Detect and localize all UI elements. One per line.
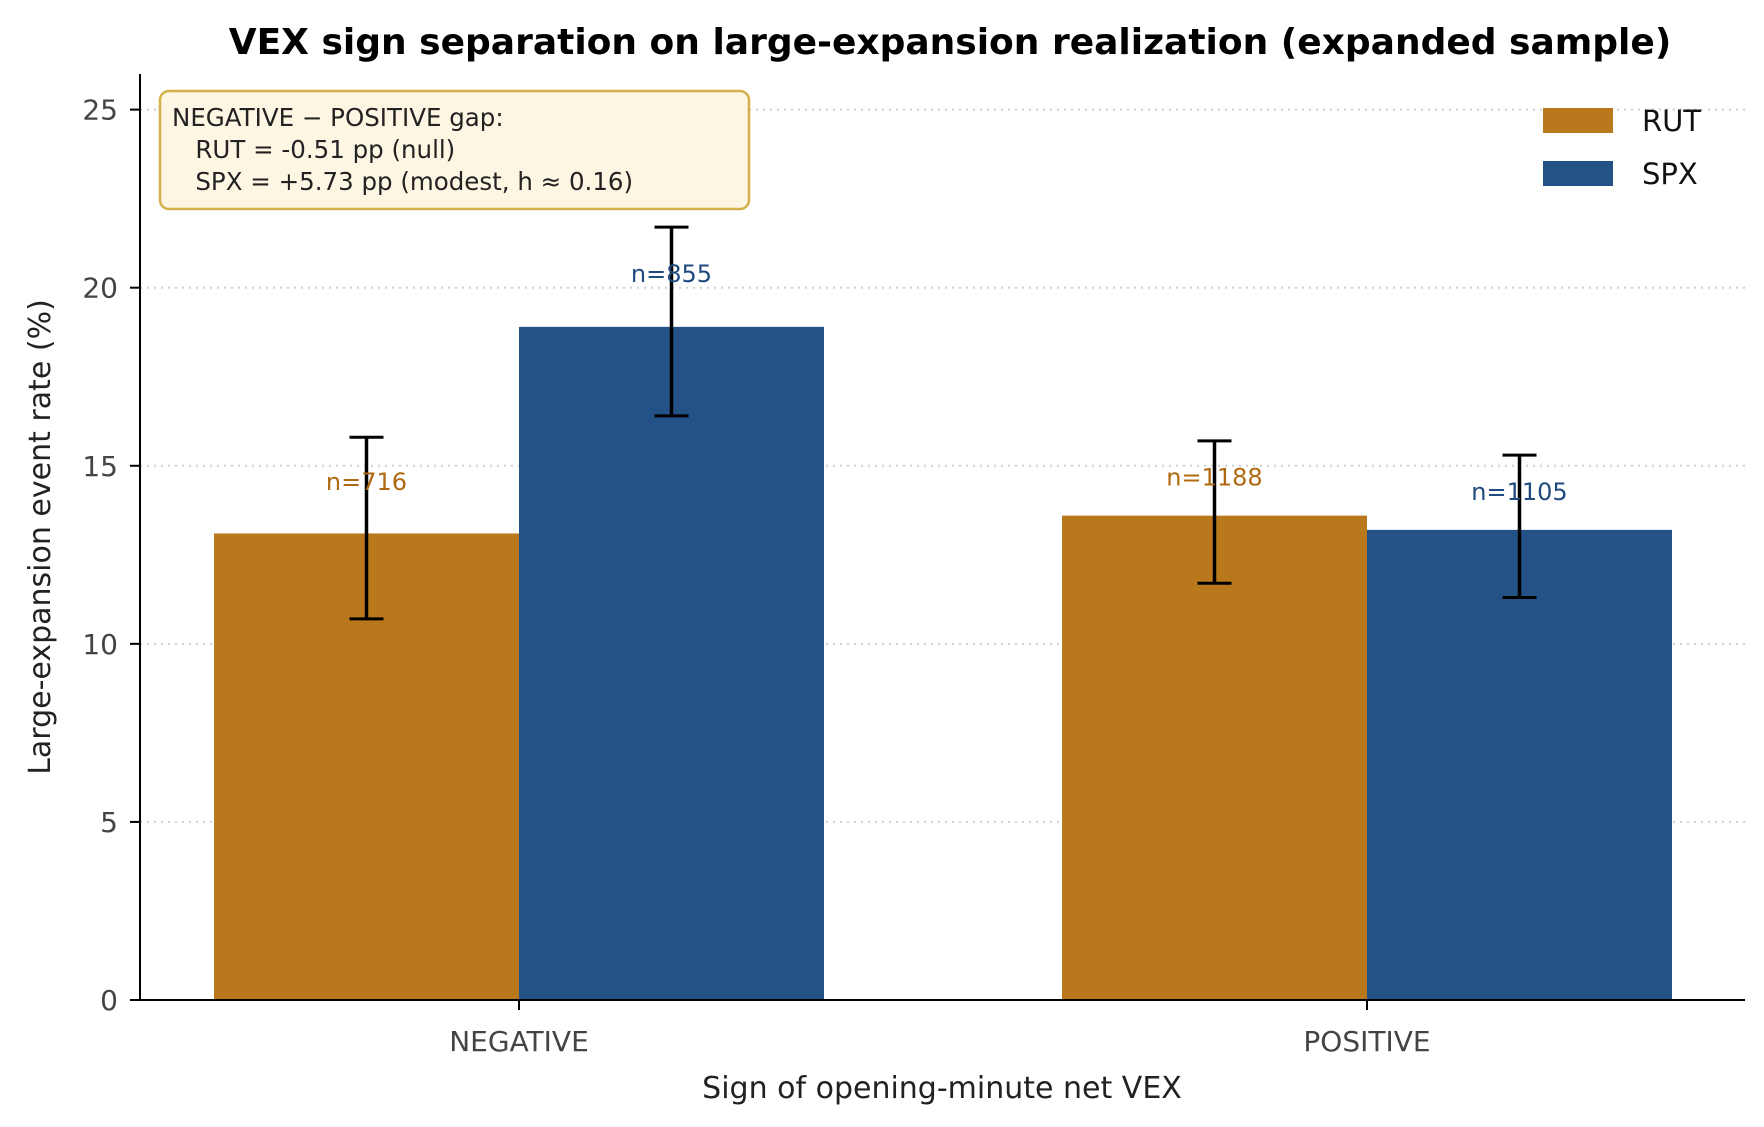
bar-rut-positive — [1062, 515, 1367, 1000]
bars — [214, 326, 1672, 1000]
n-label: n=1105 — [1471, 478, 1567, 506]
error-bar — [349, 435, 384, 621]
x-tick-label: NEGATIVE — [449, 1025, 589, 1058]
error-bar — [1197, 439, 1232, 585]
n-label: n=855 — [631, 260, 712, 288]
bar-spx-positive — [1367, 529, 1672, 1000]
x-tick-label: POSITIVE — [1303, 1025, 1430, 1058]
x-axis-title: Sign of opening-minute net VEX — [702, 1071, 1182, 1106]
annotation-line-1: NEGATIVE − POSITIVE gap: — [172, 103, 504, 132]
x-ticks: NEGATIVE POSITIVE — [449, 1000, 1431, 1058]
annotation-background — [158, 89, 751, 211]
bar-spx-negative — [519, 326, 824, 1000]
legend-swatch-rut — [1543, 108, 1613, 133]
error-bars — [349, 225, 1537, 621]
annotation-line-2: RUT = -0.51 pp (null) — [172, 135, 455, 164]
legend-swatch-spx — [1543, 161, 1613, 186]
sample-size-labels: n=716 n=1188 n=855 n=1105 — [326, 260, 1568, 506]
legend-label-rut: RUT — [1642, 104, 1701, 138]
gap-annotation-box: NEGATIVE − POSITIVE gap: RUT = -0.51 pp … — [158, 89, 751, 211]
y-axis-title: Large-expansion event rate (%) — [23, 299, 58, 775]
annotation-line-3: SPX = +5.73 pp (modest, h ≈ 0.16) — [172, 167, 633, 196]
y-tick-label: 0 — [100, 984, 118, 1017]
error-bar — [654, 225, 689, 418]
y-tick-label: 10 — [82, 628, 118, 661]
n-label: n=1188 — [1166, 464, 1262, 492]
chart-title: VEX sign separation on large-expansion r… — [229, 22, 1672, 63]
y-tick-label: 5 — [100, 806, 118, 839]
n-label: n=716 — [326, 468, 407, 496]
y-ticks: 0 5 10 15 20 25 — [82, 94, 140, 1017]
y-tick-label: 25 — [82, 94, 118, 127]
y-tick-label: 15 — [82, 450, 118, 483]
y-tick-label: 20 — [82, 272, 118, 305]
error-bar — [1502, 453, 1537, 600]
axes — [139, 74, 1745, 1001]
legend-label-spx: SPX — [1642, 157, 1698, 191]
legend: RUT SPX — [1543, 104, 1701, 191]
